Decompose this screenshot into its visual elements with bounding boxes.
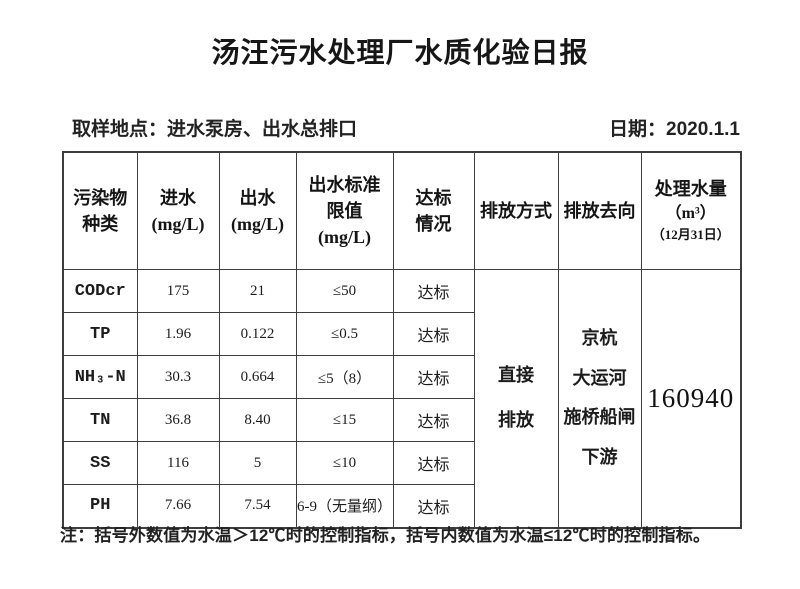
limit-value-cell: ≤0.5 [295, 312, 394, 357]
treated-volume-title: 处理水量 [654, 179, 727, 200]
status-cell: 达标 [392, 441, 475, 486]
water-quality-table: 污染物 种类 进水 (mg/L) 出水 (mg/L) 出水标准 限值 (mg/L… [62, 151, 742, 529]
table-row: TN 36.8 8.40 ≤15 达标 [62, 398, 741, 443]
inflow-value-cell: 116 [136, 441, 220, 486]
limit-value-cell: ≤10 [295, 441, 394, 486]
col-header-discharge-method: 排放方式 [473, 151, 559, 271]
limit-value-cell: ≤50 [295, 269, 394, 314]
pollutant-name-cell: CODcr [62, 269, 138, 314]
pollutant-name-cell: TP [62, 312, 138, 357]
table-row: NH₃-N 30.3 0.664 ≤5（8） 达标 [62, 355, 741, 400]
inflow-value-cell: 30.3 [136, 355, 220, 400]
col-header-inflow: 进水 (mg/L) [136, 151, 220, 271]
outflow-value-cell: 0.664 [218, 355, 297, 400]
outflow-value-cell: 8.40 [218, 398, 297, 443]
page-title: 汤汪污水处理厂水质化验日报 [211, 37, 589, 68]
limit-value-cell: ≤15 [295, 398, 394, 443]
treated-volume-header: 处理水量 （m³） （12月31日） [642, 179, 741, 243]
status-cell: 达标 [392, 355, 475, 400]
pollutant-name-cell: NH₃-N [62, 355, 138, 400]
outflow-value-cell: 5 [218, 441, 297, 486]
col-header-discharge-destination: 排放去向 [557, 151, 642, 271]
report-meta: 取样地点：进水泵房、出水总排口 日期：2020.1.1 [72, 114, 740, 141]
outflow-value-cell: 7.54 [218, 484, 297, 529]
table-row: SS 116 5 ≤10 达标 [62, 441, 741, 486]
table-row: TP 1.96 0.122 ≤0.5 达标 [62, 312, 741, 357]
table-row: PH 7.66 7.54 6-9（无量纲） 达标 [62, 484, 741, 529]
col-header-status: 达标 情况 [392, 151, 475, 271]
inflow-value-cell: 175 [136, 269, 220, 314]
status-cell: 达标 [392, 484, 475, 529]
treated-volume-date: （12月31日） [651, 227, 730, 243]
status-cell: 达标 [392, 398, 475, 443]
limit-value-cell: 6-9（无量纲） [295, 484, 394, 529]
outflow-value-cell: 21 [218, 269, 297, 314]
sampling-location-label: 取样地点：进水泵房、出水总排口 [72, 119, 358, 140]
col-header-treated-volume: 处理水量 （m³） （12月31日） [640, 151, 742, 271]
status-cell: 达标 [392, 312, 475, 357]
discharge-destination-cell: 京杭 大运河 施桥船闸 下游 [557, 269, 642, 529]
limit-value-cell: ≤5（8） [295, 355, 394, 400]
col-header-pollutant: 污染物 种类 [62, 151, 138, 271]
table-header-row: 污染物 种类 进水 (mg/L) 出水 (mg/L) 出水标准 限值 (mg/L… [62, 151, 742, 271]
status-cell: 达标 [392, 269, 475, 314]
treated-volume-unit: （m³） [665, 204, 716, 222]
discharge-method-cell: 直接 排放 [473, 269, 559, 529]
pollutant-name-cell: SS [62, 441, 138, 486]
inflow-value-cell: 36.8 [136, 398, 220, 443]
col-header-limit: 出水标准 限值 (mg/L) [295, 151, 394, 271]
col-header-outflow: 出水 (mg/L) [218, 151, 297, 271]
table-row: CODcr 175 21 ≤50 达标 直接 排放 京杭 大运河 施桥船闸 下游… [62, 269, 742, 529]
footnote: 注：括号外数值为水温＞12℃时的控制指标，括号内数值为水温≤12℃时的控制指标。 [60, 526, 711, 545]
pollutant-name-cell: TN [62, 398, 138, 443]
inflow-value-cell: 7.66 [136, 484, 220, 529]
outflow-value-cell: 0.122 [218, 312, 297, 357]
treated-volume-cell: 160940 [640, 269, 742, 529]
report-date-label: 日期：2020.1.1 [609, 119, 740, 140]
inflow-value-cell: 1.96 [136, 312, 220, 357]
